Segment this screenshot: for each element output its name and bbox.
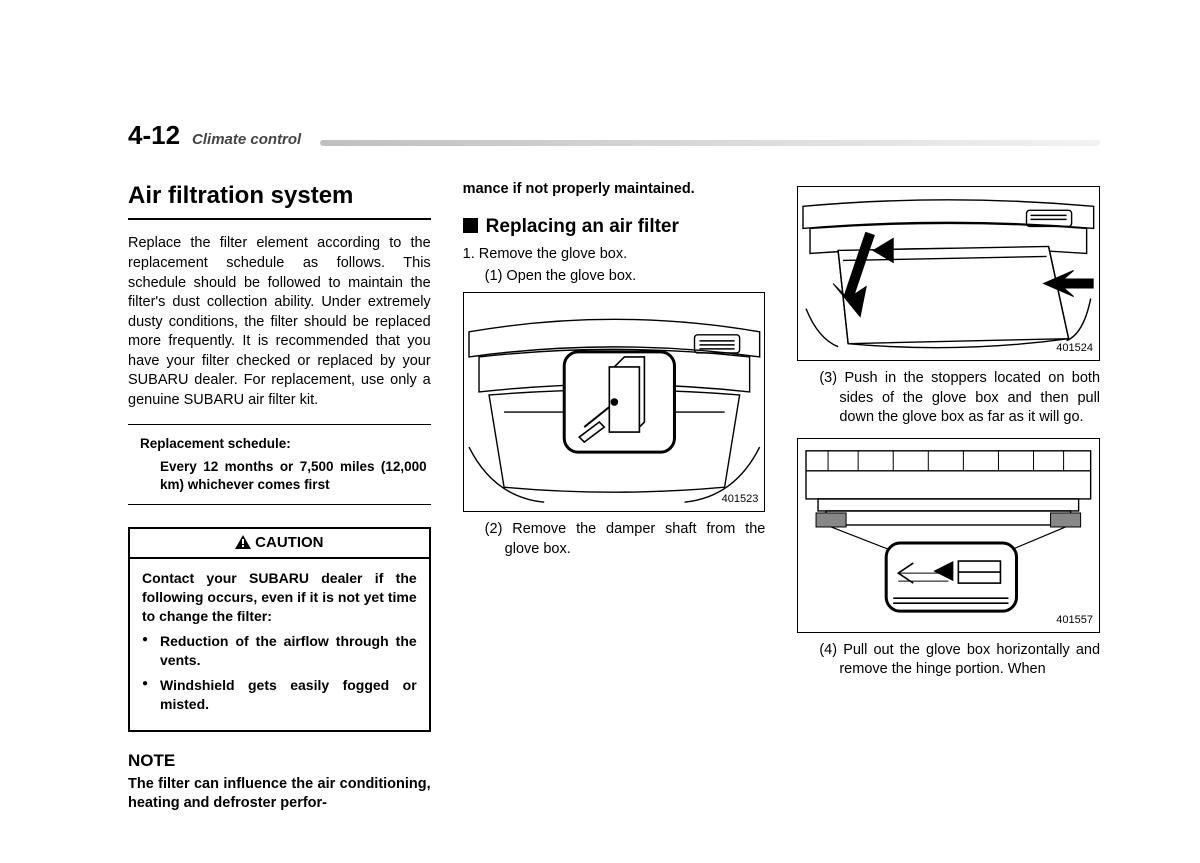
step-1-4: (4) Pull out the glove box horizontally …: [797, 641, 1100, 680]
square-bullet-icon: [463, 218, 478, 233]
column-2: mance if not properly maintained. Replac…: [463, 180, 766, 803]
glovebox-diagram-3-icon: [798, 439, 1099, 632]
section-name: Climate control: [192, 131, 301, 148]
column-1: Air filtration system Replace the filter…: [128, 180, 431, 803]
caution-intro: Contact your SUBARU dealer if the follow…: [142, 569, 417, 626]
schedule-title: Replacement schedule:: [132, 435, 427, 453]
glovebox-diagram-2-icon: [798, 187, 1099, 360]
note-label: NOTE: [128, 750, 431, 773]
note-body-cont: mance if not properly maintained.: [463, 180, 766, 200]
caution-label: CAUTION: [255, 534, 323, 551]
manual-page: 4-12 Climate control Air filtration syst…: [0, 0, 1200, 863]
main-title: Air filtration system: [128, 180, 431, 212]
caution-list: Reduction of the airflow through the ven…: [142, 632, 417, 714]
page-header: 4-12 Climate control: [128, 120, 1100, 151]
caution-box: CAUTION Contact your SUBARU dealer if th…: [128, 527, 431, 731]
step-1: 1. Remove the glove box.: [463, 245, 766, 265]
schedule-box: Replacement schedule: Every 12 months or…: [128, 424, 431, 505]
figure-401524: 401524: [797, 186, 1100, 361]
note-body: The filter can influence the air conditi…: [128, 775, 431, 814]
schedule-body: Every 12 months or 7,500 miles (12,000 k…: [132, 458, 427, 494]
caution-body: Contact your SUBARU dealer if the follow…: [130, 559, 429, 729]
title-underline: [128, 218, 431, 220]
glovebox-diagram-1-icon: [464, 293, 765, 511]
subsection-label: Replacing an air filter: [486, 216, 679, 237]
warning-icon: [235, 535, 251, 549]
caution-header: CAUTION: [130, 529, 429, 559]
caution-item: Reduction of the airflow through the ven…: [142, 632, 417, 670]
header-rule: [320, 140, 1100, 146]
figure-401557: 401557: [797, 438, 1100, 633]
column-3: 401524 (3) Push in the stoppers located …: [797, 180, 1100, 803]
figure-number: 401557: [1056, 613, 1093, 628]
figure-number: 401524: [1056, 341, 1093, 356]
step-1-1: (1) Open the glove box.: [463, 267, 766, 287]
step-1-2: (2) Remove the damper shaft from the glo…: [463, 520, 766, 559]
content-columns: Air filtration system Replace the filter…: [128, 180, 1100, 803]
caution-item: Windshield gets easily fogged or misted.: [142, 676, 417, 714]
intro-paragraph: Replace the filter element according to …: [128, 234, 431, 410]
page-number: 4-12: [128, 120, 180, 151]
figure-number: 401523: [722, 492, 759, 507]
subsection-title: Replacing an air filter: [463, 214, 766, 240]
figure-401523: 401523: [463, 292, 766, 512]
step-1-3: (3) Push in the stoppers located on both…: [797, 369, 1100, 428]
